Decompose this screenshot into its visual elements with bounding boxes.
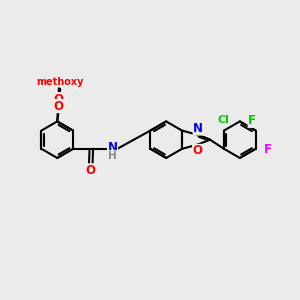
Text: methoxy: methoxy — [37, 77, 84, 87]
Text: O: O — [86, 164, 96, 177]
Text: O: O — [54, 100, 64, 112]
Text: O: O — [193, 144, 202, 158]
Text: Cl: Cl — [218, 115, 229, 125]
Text: H: H — [108, 151, 117, 160]
Text: N: N — [107, 141, 118, 154]
Text: O: O — [53, 93, 63, 106]
Text: N: N — [193, 122, 203, 135]
Text: F: F — [264, 143, 272, 156]
Text: F: F — [248, 114, 256, 127]
